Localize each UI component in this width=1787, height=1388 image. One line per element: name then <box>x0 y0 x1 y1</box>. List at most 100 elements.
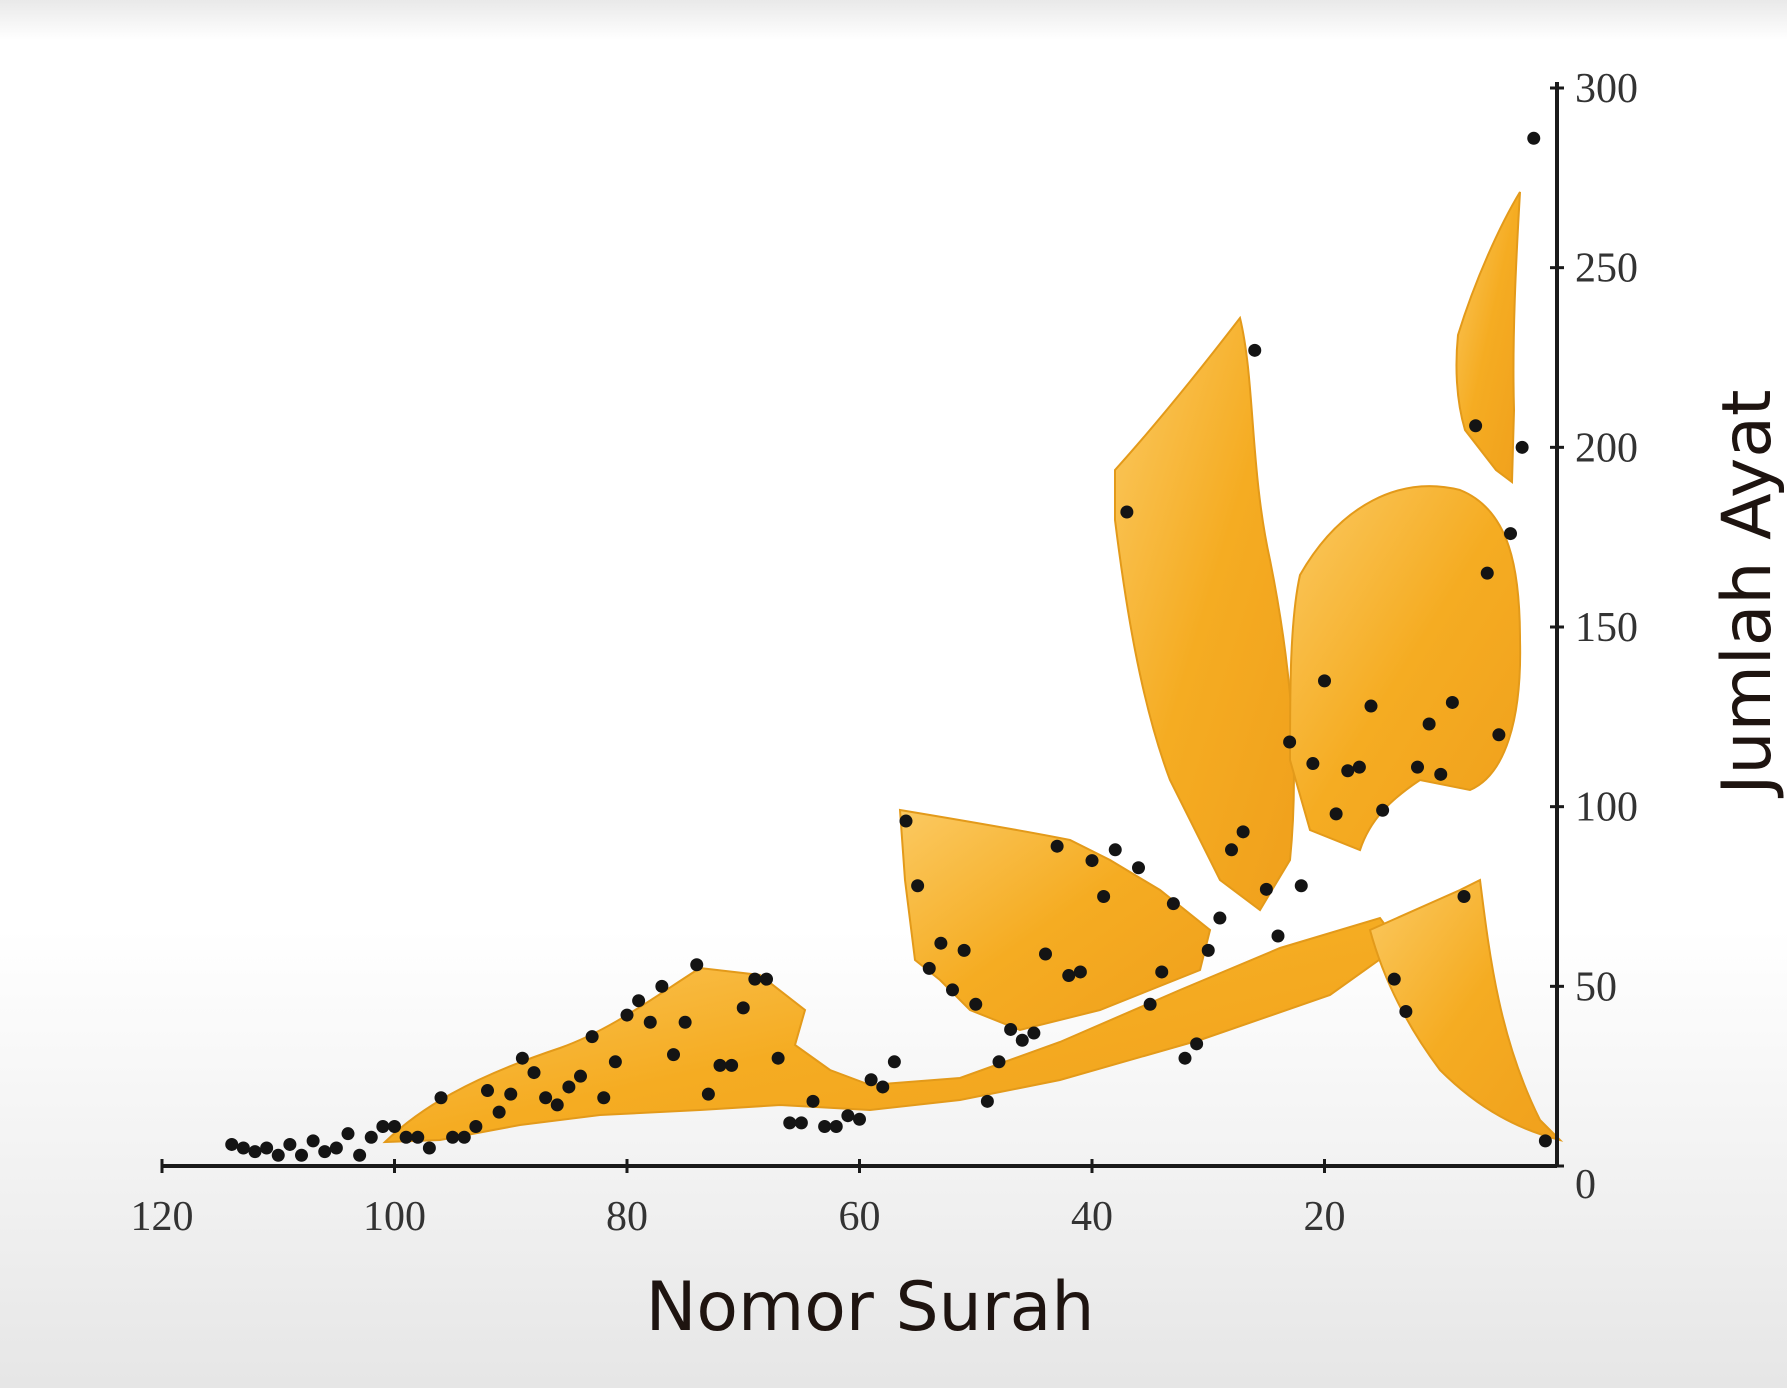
data-point <box>504 1087 518 1101</box>
fill-loop <box>1288 485 1522 852</box>
data-point <box>1050 839 1064 853</box>
data-point <box>585 1030 599 1044</box>
data-point <box>1178 1051 1192 1065</box>
data-point <box>1004 1022 1018 1036</box>
data-point <box>353 1148 367 1162</box>
data-point <box>853 1112 866 1126</box>
y-tick-label: 300 <box>1575 66 1638 112</box>
data-point <box>1341 764 1355 778</box>
data-point <box>422 1141 436 1155</box>
data-point <box>1201 943 1215 957</box>
data-point <box>574 1069 587 1083</box>
data-point <box>864 1073 878 1087</box>
data-point <box>306 1134 320 1148</box>
data-point <box>829 1119 843 1133</box>
data-point <box>1259 882 1273 896</box>
data-points <box>225 131 1552 1162</box>
data-point <box>1306 757 1320 771</box>
data-point <box>1143 997 1157 1011</box>
data-point <box>1085 854 1099 868</box>
data-point <box>1039 947 1052 961</box>
data-point <box>736 1001 750 1015</box>
data-point <box>1120 505 1134 519</box>
data-point <box>1155 965 1169 979</box>
data-point <box>725 1058 739 1072</box>
fill-wing <box>898 808 1212 1032</box>
data-point <box>969 997 983 1011</box>
data-point <box>1469 419 1483 433</box>
data-point <box>1387 972 1401 986</box>
data-point <box>515 1051 529 1065</box>
data-point <box>992 1055 1006 1069</box>
data-point <box>876 1080 890 1094</box>
y-tick-label: 250 <box>1575 246 1638 292</box>
x-tick-label: 120 <box>131 1194 194 1240</box>
data-point <box>388 1119 401 1133</box>
data-point <box>899 814 913 828</box>
data-point <box>1538 1134 1552 1148</box>
calligraphy-fill <box>382 191 1564 1144</box>
data-point <box>1097 890 1111 903</box>
data-point <box>446 1130 460 1144</box>
data-point <box>1271 929 1285 943</box>
data-point <box>713 1058 727 1072</box>
data-point <box>399 1130 413 1144</box>
data-point <box>678 1015 692 1029</box>
data-point <box>1457 890 1471 903</box>
data-point <box>550 1098 564 1112</box>
data-point <box>748 972 762 986</box>
x-tick-label: 40 <box>1071 1194 1113 1240</box>
data-point <box>1527 131 1541 145</box>
data-point <box>1434 767 1448 781</box>
data-point <box>318 1145 332 1159</box>
data-point <box>1108 843 1122 857</box>
data-point <box>411 1130 425 1144</box>
data-point <box>806 1094 820 1108</box>
y-tick-label: 200 <box>1575 425 1638 471</box>
data-point <box>283 1137 297 1151</box>
data-point <box>457 1130 471 1144</box>
data-point <box>1411 760 1424 774</box>
data-point <box>1248 343 1262 357</box>
data-point <box>597 1091 611 1105</box>
data-point <box>887 1055 901 1069</box>
data-point <box>539 1091 553 1105</box>
data-point <box>667 1048 680 1062</box>
data-point <box>481 1084 494 1098</box>
data-point <box>1283 735 1297 749</box>
y-ticks: 0 50 100 150 200 250 300 <box>1550 66 1638 1208</box>
data-point <box>1352 760 1366 774</box>
data-point <box>794 1116 808 1130</box>
data-point <box>248 1145 262 1159</box>
data-point <box>946 983 959 997</box>
y-tick-label: 50 <box>1575 964 1617 1010</box>
data-point <box>911 879 925 893</box>
data-point <box>620 1008 634 1022</box>
fill-main-stroke <box>382 916 1402 1144</box>
data-point <box>1399 1004 1413 1018</box>
data-point <box>434 1091 448 1105</box>
data-point <box>225 1137 239 1151</box>
data-point <box>1294 879 1308 893</box>
data-point <box>1190 1037 1204 1051</box>
data-point <box>1166 897 1180 911</box>
data-point <box>271 1148 285 1162</box>
data-point <box>922 961 936 975</box>
data-point <box>376 1119 390 1133</box>
data-point <box>655 979 669 993</box>
data-point <box>329 1141 343 1155</box>
data-point <box>260 1141 274 1155</box>
data-point <box>1492 728 1506 742</box>
fill-tail <box>1368 878 1564 1142</box>
data-point <box>690 958 704 972</box>
axes: 120 100 80 60 40 20 0 50 100 150 200 250 300 <box>131 66 1639 1240</box>
data-point <box>1504 527 1517 541</box>
data-point <box>934 936 948 950</box>
data-point <box>1236 825 1250 839</box>
data-point <box>295 1148 308 1162</box>
data-point <box>1027 1026 1041 1040</box>
data-point <box>469 1119 483 1133</box>
data-point <box>1318 674 1331 688</box>
